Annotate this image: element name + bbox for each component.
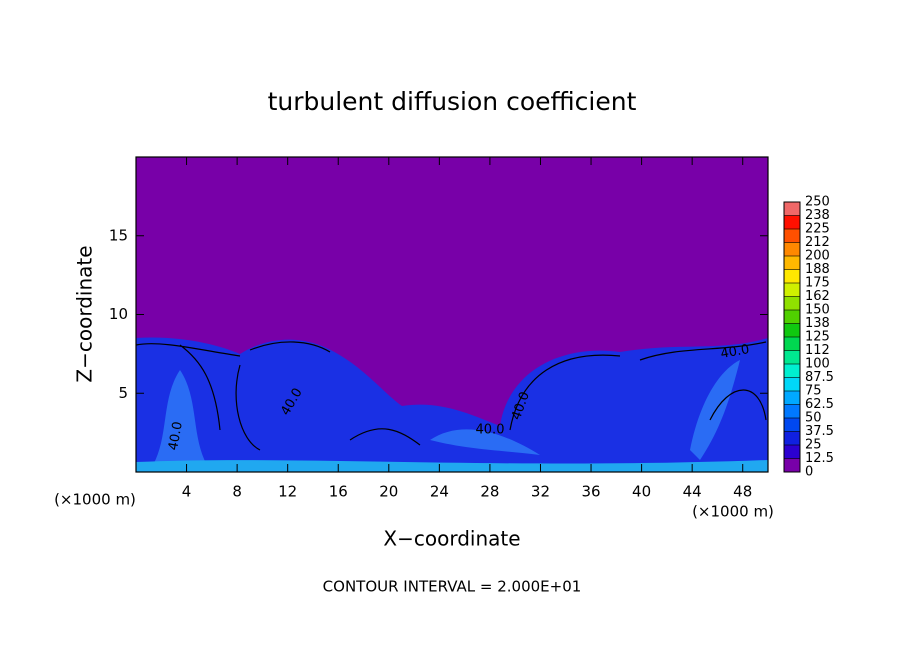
x-tick-label: 24 xyxy=(430,483,449,501)
x-tick-label: 28 xyxy=(480,483,499,501)
colorbar-label: 225 xyxy=(805,222,830,237)
colorbar-label: 238 xyxy=(805,208,830,223)
colorbar-segment xyxy=(784,377,800,391)
x-tick-label: 48 xyxy=(733,483,752,501)
colorbar-label: 175 xyxy=(805,276,830,291)
colorbar-segment xyxy=(784,364,800,378)
colorbar-segment xyxy=(784,458,800,472)
contour-label: 40.0 xyxy=(476,423,505,438)
colorbar-label: 200 xyxy=(805,249,830,264)
colorbar-segment xyxy=(784,418,800,432)
colorbar-label: 138 xyxy=(805,316,830,331)
colorbar-segment xyxy=(784,404,800,418)
colorbar-label: 188 xyxy=(805,262,830,277)
colorbar-segment xyxy=(784,215,800,229)
colorbar-segment xyxy=(784,269,800,283)
colorbar-label: 50 xyxy=(805,411,822,426)
x-tick-label: 8 xyxy=(232,483,242,501)
x-tick-label: 20 xyxy=(379,483,398,501)
x-tick-label: 4 xyxy=(182,483,192,501)
colorbar-label: 37.5 xyxy=(805,424,834,439)
x-axis-label: X−coordinate xyxy=(383,527,520,551)
colorbar-label: 162 xyxy=(805,289,830,304)
x-tick-label: 36 xyxy=(581,483,600,501)
colorbar-segment xyxy=(784,350,800,364)
y-tick-label: 10 xyxy=(109,305,128,323)
x-tick-label: 16 xyxy=(329,483,348,501)
colorbar-segment xyxy=(784,242,800,256)
x-tick-label: 40 xyxy=(632,483,651,501)
field xyxy=(135,156,769,473)
contour-label: 40.0 xyxy=(719,342,750,362)
colorbar-segment xyxy=(784,445,800,459)
colorbar-label: 125 xyxy=(805,330,830,345)
colorbar-segment xyxy=(784,310,800,324)
x-unit: (×1000 m) xyxy=(692,503,774,521)
y-tick-label: 5 xyxy=(118,384,128,402)
colorbar-label: 150 xyxy=(805,303,830,318)
colorbar-label: 212 xyxy=(805,235,830,250)
x-tick-label: 32 xyxy=(531,483,550,501)
colorbar-label: 25 xyxy=(805,438,822,453)
contour-line xyxy=(135,341,767,451)
colorbar-label: 0 xyxy=(805,465,813,480)
colorbar-label: 100 xyxy=(805,357,830,372)
colorbar-segment xyxy=(784,202,800,216)
colorbar-segment xyxy=(784,296,800,310)
x-tick-label: 12 xyxy=(278,483,297,501)
contour-label: 40.0 xyxy=(166,420,186,451)
colorbar-segment xyxy=(784,431,800,445)
chart-title: turbulent diffusion coefficient xyxy=(268,87,637,116)
colorbar-label: 87.5 xyxy=(805,370,834,385)
y-tick-label: 15 xyxy=(109,226,128,244)
colorbar-segment xyxy=(784,323,800,337)
y-axis-label: Z−coordinate xyxy=(73,245,97,382)
colorbar-segment xyxy=(784,283,800,297)
x-tick-label: 44 xyxy=(683,483,702,501)
field-region xyxy=(136,337,768,472)
field-swirl xyxy=(136,460,768,472)
x-unit: (×1000 m) xyxy=(54,491,136,509)
colorbar-label: 62.5 xyxy=(805,397,834,412)
colorbar-segment xyxy=(784,391,800,405)
colorbar-segment xyxy=(784,256,800,270)
colorbar-label: 112 xyxy=(805,343,830,358)
colorbar-label: 12.5 xyxy=(805,451,834,466)
annotation: CONTOUR INTERVAL = 2.000E+01 xyxy=(323,578,582,596)
colorbar-segment xyxy=(784,337,800,351)
colorbar-segment xyxy=(784,229,800,243)
colorbar-label: 250 xyxy=(805,195,830,210)
colorbar-label: 75 xyxy=(805,384,822,399)
